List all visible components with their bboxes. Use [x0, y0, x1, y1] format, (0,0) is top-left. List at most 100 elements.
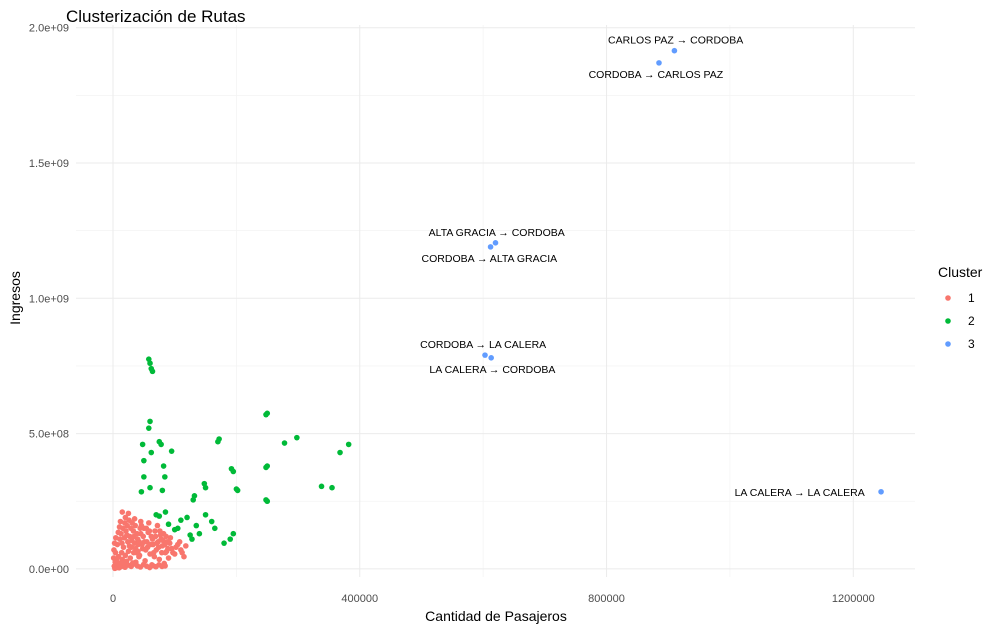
- y-tick-label: 2.0e+09: [29, 23, 69, 35]
- data-point-cluster-3: [482, 352, 488, 358]
- point-annotation: LA CALERA → CORDOBA: [429, 364, 555, 376]
- data-point-cluster-3: [671, 47, 678, 54]
- data-point-cluster-2: [230, 530, 237, 537]
- grid-lines: [76, 25, 915, 577]
- data-point-cluster-1: [125, 548, 132, 555]
- annotations: CARLOS PAZ → CORDOBA CORDOBA → CARLOS PAZ…: [420, 35, 865, 499]
- data-point-cluster-1: [170, 549, 176, 556]
- x-tick-label: 400000: [341, 593, 378, 605]
- data-point-cluster-1: [145, 520, 152, 526]
- data-point-cluster-1: [173, 544, 179, 551]
- data-point-cluster-2: [184, 514, 190, 521]
- data-point-cluster-1: [128, 525, 134, 532]
- data-point-cluster-1: [136, 539, 143, 545]
- data-point-cluster-1: [163, 533, 169, 540]
- data-point-cluster-2: [160, 463, 167, 469]
- data-point-cluster-1: [119, 509, 126, 515]
- data-point-cluster-1: [131, 516, 138, 522]
- data-point-cluster-2: [189, 536, 195, 542]
- data-point-cluster-1: [165, 545, 171, 552]
- data-point-cluster-3: [488, 355, 494, 361]
- data-point-cluster-2: [196, 530, 203, 537]
- data-point-cluster-1: [158, 549, 165, 556]
- data-point-cluster-2: [147, 360, 153, 367]
- data-point-cluster-2: [216, 436, 222, 442]
- data-point-cluster-1: [165, 555, 172, 561]
- data-points: [110, 47, 884, 572]
- data-point-cluster-2: [141, 457, 147, 464]
- data-point-cluster-2: [281, 440, 288, 446]
- data-point-cluster-2: [318, 483, 325, 490]
- legend-key-cluster-1: [945, 295, 951, 301]
- x-tick-label: 1200000: [832, 593, 875, 605]
- data-point-cluster-2: [148, 449, 155, 456]
- y-axis-title: Ingresos: [7, 271, 23, 325]
- data-point-cluster-1: [162, 563, 168, 569]
- data-point-cluster-1: [126, 543, 133, 549]
- data-point-cluster-2: [149, 368, 156, 375]
- data-point-cluster-1: [118, 549, 125, 556]
- data-point-cluster-1: [176, 539, 183, 545]
- data-point-cluster-1: [152, 533, 159, 540]
- data-point-cluster-2: [264, 463, 271, 469]
- y-tick-label: 1.0e+09: [29, 293, 69, 305]
- data-point-cluster-2: [208, 518, 215, 525]
- data-point-cluster-1: [162, 541, 168, 548]
- data-point-cluster-2: [264, 410, 271, 417]
- data-point-cluster-2: [156, 513, 163, 519]
- legend-label-cluster-2: 2: [968, 314, 975, 328]
- data-point-cluster-2: [337, 449, 343, 456]
- data-point-cluster-2: [221, 540, 227, 546]
- data-point-cluster-1: [166, 540, 173, 546]
- data-point-cluster-3: [492, 240, 499, 246]
- y-axis-ticks: 0.0e+00 5.0e+08 1.0e+09 1.5e+09 2.0e+09: [29, 23, 69, 576]
- data-point-cluster-1: [119, 540, 125, 546]
- x-axis-title: Cantidad de Pasajeros: [425, 608, 567, 624]
- data-point-cluster-2: [190, 497, 197, 503]
- data-point-cluster-3: [878, 488, 884, 495]
- y-tick-label: 1.5e+09: [29, 158, 69, 170]
- data-point-cluster-2: [294, 434, 300, 441]
- point-annotation: CORDOBA → LA CALERA: [420, 339, 546, 351]
- data-point-cluster-1: [132, 522, 139, 529]
- data-point-cluster-1: [154, 522, 161, 529]
- legend-key-cluster-3: [945, 341, 951, 347]
- data-point-cluster-2: [202, 484, 209, 491]
- data-point-cluster-2: [162, 474, 168, 480]
- point-annotation: CARLOS PAZ → CORDOBA: [608, 35, 743, 47]
- legend-key-cluster-2: [945, 318, 951, 324]
- x-axis-ticks: 0 400000 800000 1200000: [110, 593, 875, 605]
- data-point-cluster-1: [157, 528, 163, 534]
- y-tick-label: 0.0e+00: [29, 564, 69, 576]
- point-annotation: LA CALERA → LA CALERA: [735, 487, 865, 499]
- data-point-cluster-1: [116, 524, 123, 530]
- data-point-cluster-1: [155, 544, 162, 551]
- data-point-cluster-2: [138, 488, 145, 495]
- data-point-cluster-2: [227, 536, 234, 542]
- data-point-cluster-1: [117, 518, 124, 525]
- data-point-cluster-2: [159, 487, 166, 494]
- data-point-cluster-1: [150, 549, 157, 556]
- data-point-cluster-2: [174, 525, 181, 532]
- data-point-cluster-2: [234, 487, 241, 494]
- data-point-cluster-3: [656, 60, 662, 66]
- data-point-cluster-1: [111, 540, 118, 546]
- data-point-cluster-1: [111, 547, 117, 553]
- data-point-cluster-2: [202, 511, 209, 518]
- data-point-cluster-2: [145, 425, 152, 431]
- data-point-cluster-1: [140, 533, 147, 540]
- x-tick-label: 800000: [588, 593, 625, 605]
- legend: Cluster 1 2 3: [938, 264, 983, 351]
- data-point-cluster-1: [127, 555, 134, 561]
- point-annotation: ALTA GRACIA → CORDOBA: [429, 227, 565, 239]
- data-point-cluster-1: [183, 543, 189, 549]
- data-point-cluster-2: [147, 418, 153, 425]
- point-annotation: CORDOBA → CARLOS PAZ: [589, 69, 724, 81]
- data-point-cluster-2: [165, 521, 172, 528]
- data-point-cluster-2: [264, 498, 271, 505]
- data-point-cluster-1: [141, 539, 148, 545]
- data-point-cluster-2: [139, 441, 146, 448]
- data-point-cluster-2: [329, 484, 335, 491]
- data-point-cluster-2: [212, 525, 218, 532]
- data-point-cluster-1: [147, 541, 154, 548]
